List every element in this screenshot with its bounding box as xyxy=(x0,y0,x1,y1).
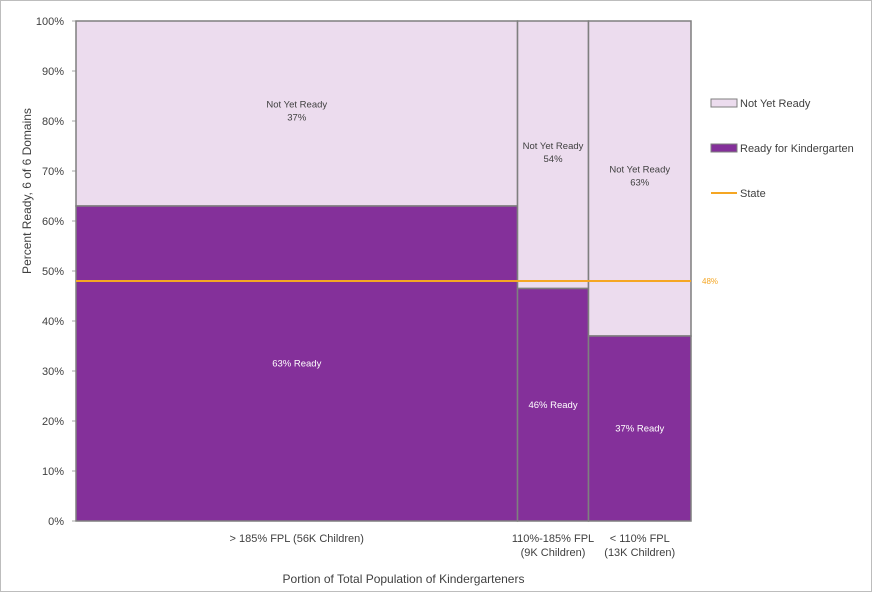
bar-label-ready: 46% Ready xyxy=(528,400,577,411)
legend-label: Ready for Kindergarten xyxy=(740,143,854,155)
y-tick-label: 0% xyxy=(48,516,64,528)
y-tick-label: 90% xyxy=(42,66,64,78)
y-tick-label: 30% xyxy=(42,366,64,378)
legend-label: Not Yet Ready xyxy=(740,98,811,110)
x-category-label: (13K Children) xyxy=(604,547,675,559)
bar-label-ready: 63% Ready xyxy=(272,359,321,370)
legend-label: State xyxy=(740,188,766,200)
bar-label-not-yet-ready: Not Yet Ready xyxy=(609,165,670,176)
y-tick-label: 10% xyxy=(42,466,64,478)
bar-not-yet-ready xyxy=(587,20,692,337)
x-category-label: > 185% FPL (56K Children) xyxy=(230,533,364,545)
bar-value-not-yet-ready: 37% xyxy=(287,113,307,124)
y-tick-label: 70% xyxy=(42,166,64,178)
bar-value-not-yet-ready: 63% xyxy=(630,178,650,189)
bar-not-yet-ready xyxy=(75,20,519,207)
y-axis-title: Percent Ready, 6 of 6 Domains xyxy=(20,108,34,274)
x-category-label: (9K Children) xyxy=(521,547,586,559)
state-reference-label: 48% xyxy=(702,277,718,286)
y-tick-label: 40% xyxy=(42,316,64,328)
bar-ready xyxy=(75,205,519,522)
bar-label-not-yet-ready: Not Yet Ready xyxy=(266,100,327,111)
legend-swatch xyxy=(710,98,738,108)
y-tick-label: 60% xyxy=(42,216,64,228)
bar-label-not-yet-ready: Not Yet Ready xyxy=(523,141,584,152)
bar-ready xyxy=(516,287,590,522)
bar-label-ready: 37% Ready xyxy=(615,424,664,435)
bar-not-yet-ready xyxy=(516,20,590,290)
x-category-label: 110%-185% FPL xyxy=(512,533,594,545)
y-tick-label: 50% xyxy=(42,266,64,278)
x-axis-title: Portion of Total Population of Kindergar… xyxy=(283,572,525,586)
y-tick-label: 20% xyxy=(42,416,64,428)
y-tick-label: 100% xyxy=(36,16,64,28)
legend-swatch xyxy=(710,143,738,153)
bar-value-not-yet-ready: 54% xyxy=(544,154,564,165)
bar-ready xyxy=(587,335,692,522)
x-category-label: < 110% FPL xyxy=(610,533,670,545)
y-tick-label: 80% xyxy=(42,116,64,128)
